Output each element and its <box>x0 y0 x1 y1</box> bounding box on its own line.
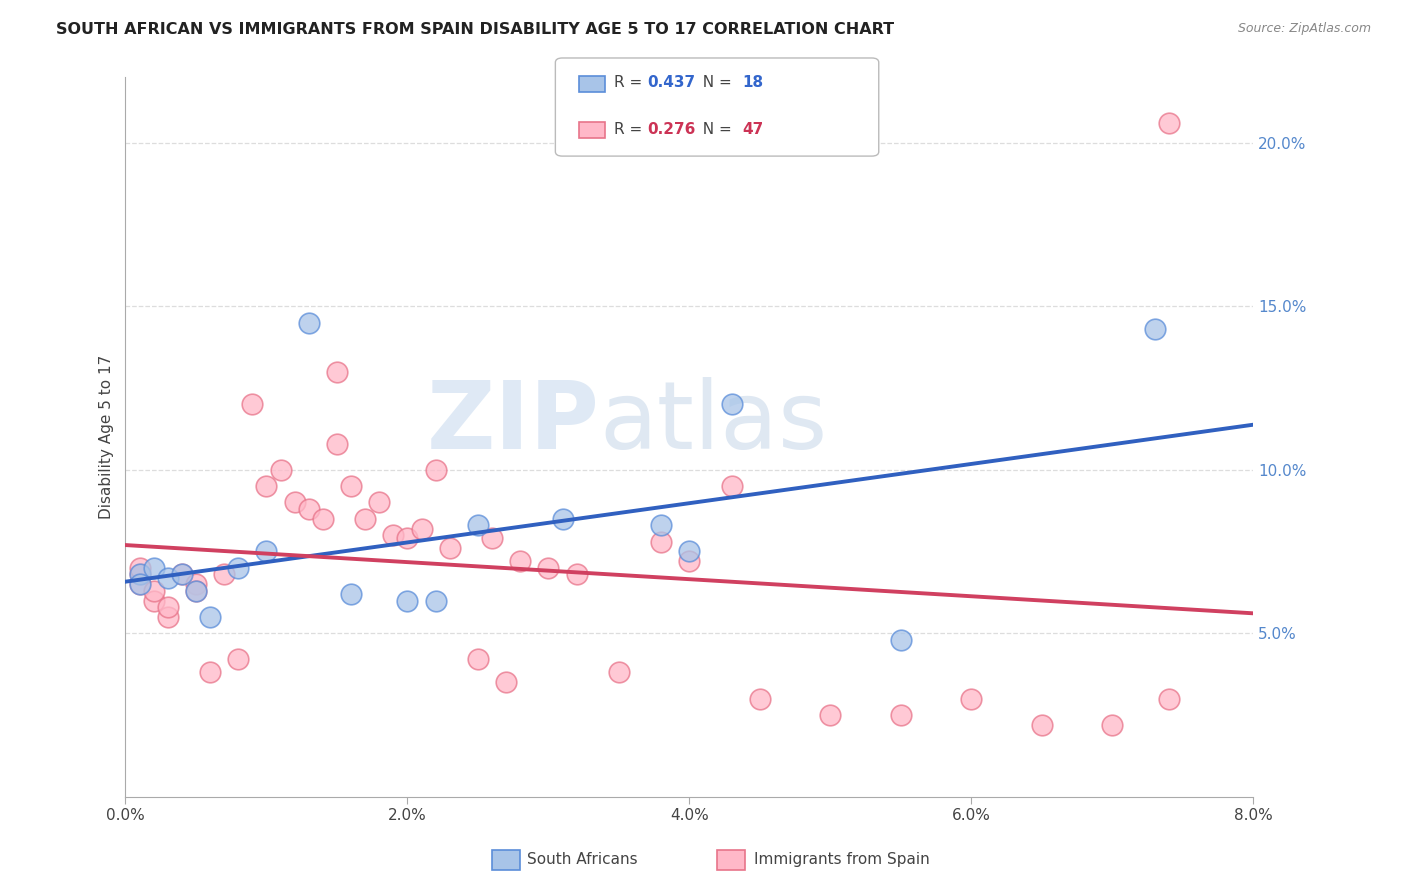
Point <box>340 587 363 601</box>
Point <box>1143 322 1166 336</box>
Y-axis label: Disability Age 5 to 17: Disability Age 5 to 17 <box>100 355 114 519</box>
Point <box>312 512 335 526</box>
Point <box>382 528 405 542</box>
Point <box>226 561 249 575</box>
Point <box>720 479 742 493</box>
Point <box>128 567 150 582</box>
Text: R =: R = <box>614 122 648 136</box>
Point <box>960 691 983 706</box>
Text: Source: ZipAtlas.com: Source: ZipAtlas.com <box>1237 22 1371 36</box>
Point <box>537 561 560 575</box>
Text: SOUTH AFRICAN VS IMMIGRANTS FROM SPAIN DISABILITY AGE 5 TO 17 CORRELATION CHART: SOUTH AFRICAN VS IMMIGRANTS FROM SPAIN D… <box>56 22 894 37</box>
Point <box>650 518 672 533</box>
Point <box>425 593 447 607</box>
Text: 18: 18 <box>742 76 763 90</box>
Point <box>565 567 588 582</box>
Point <box>184 583 207 598</box>
Point <box>748 691 770 706</box>
Point <box>240 397 263 411</box>
Point <box>198 665 221 680</box>
Point <box>256 479 278 493</box>
Point <box>298 502 321 516</box>
Point <box>890 708 912 723</box>
Point <box>198 610 221 624</box>
Point <box>1157 691 1180 706</box>
Point <box>170 567 193 582</box>
Point <box>678 544 700 558</box>
Text: N =: N = <box>693 122 737 136</box>
Point <box>820 708 842 723</box>
Text: ZIP: ZIP <box>426 376 599 468</box>
Point <box>354 512 377 526</box>
Point <box>1031 718 1053 732</box>
Point <box>142 561 165 575</box>
Point <box>226 652 249 666</box>
Point <box>890 632 912 647</box>
Point <box>467 518 489 533</box>
Point <box>184 583 207 598</box>
Point <box>411 522 433 536</box>
Point <box>720 397 742 411</box>
Point <box>270 463 292 477</box>
Point <box>284 495 307 509</box>
Point <box>678 554 700 568</box>
Point <box>467 652 489 666</box>
Text: R =: R = <box>614 76 648 90</box>
Point <box>396 532 419 546</box>
Point <box>481 532 503 546</box>
Point <box>1101 718 1123 732</box>
Point <box>368 495 391 509</box>
Point <box>439 541 461 556</box>
Point <box>509 554 531 568</box>
Point <box>1157 116 1180 130</box>
Point <box>495 675 517 690</box>
Point <box>396 593 419 607</box>
Text: 47: 47 <box>742 122 763 136</box>
Point <box>128 577 150 591</box>
Point <box>128 577 150 591</box>
Point <box>340 479 363 493</box>
Point <box>170 567 193 582</box>
Point <box>142 583 165 598</box>
Point <box>142 593 165 607</box>
Point <box>326 365 349 379</box>
Text: 0.276: 0.276 <box>647 122 695 136</box>
Point <box>425 463 447 477</box>
Point <box>298 316 321 330</box>
Point <box>326 436 349 450</box>
Point <box>128 561 150 575</box>
Point <box>212 567 235 582</box>
Text: N =: N = <box>693 76 737 90</box>
Point <box>156 610 179 624</box>
Text: South Africans: South Africans <box>527 853 638 867</box>
Point <box>256 544 278 558</box>
Text: Immigrants from Spain: Immigrants from Spain <box>754 853 929 867</box>
Point <box>650 534 672 549</box>
Point <box>551 512 574 526</box>
Text: atlas: atlas <box>599 376 828 468</box>
Point <box>156 600 179 615</box>
Point <box>184 577 207 591</box>
Point <box>128 567 150 582</box>
Point <box>156 571 179 585</box>
Point <box>607 665 630 680</box>
Text: 0.437: 0.437 <box>647 76 695 90</box>
